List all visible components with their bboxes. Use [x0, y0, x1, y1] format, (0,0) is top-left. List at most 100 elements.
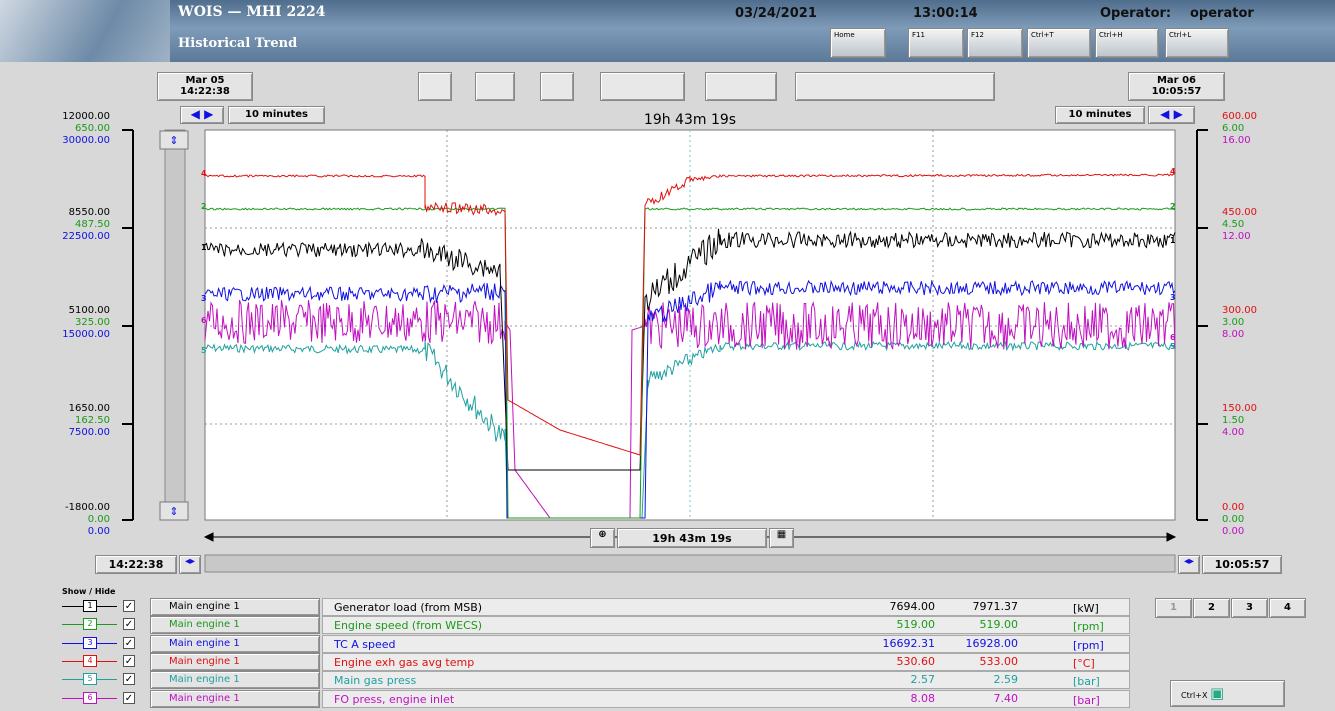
- pen-name: TC A speed: [334, 638, 396, 651]
- right-axis-label: 4.50: [1222, 219, 1244, 230]
- pen-marker: 3: [201, 294, 207, 303]
- right-axis-label: 16.00: [1222, 135, 1251, 146]
- pen-name: Engine speed (from WECS): [334, 619, 482, 632]
- pen-group[interactable]: Main engine 1: [150, 671, 320, 689]
- right-axis-label: 300.00: [1222, 305, 1257, 316]
- pen-value1: 530.60: [840, 655, 935, 668]
- pen-unit: [rpm]: [1073, 620, 1104, 633]
- bottom-start-arrows[interactable]: ◂▸: [179, 555, 201, 574]
- left-axis-label: 0.00: [20, 514, 110, 525]
- right-axis-label: 150.00: [1222, 403, 1257, 414]
- pen-group[interactable]: Main engine 1: [150, 598, 320, 616]
- page-button[interactable]: 4: [1269, 598, 1306, 618]
- left-axis-label: 8550.00: [20, 207, 110, 218]
- pen-unit: [°C]: [1073, 657, 1095, 670]
- scroll-icon: ⇕: [169, 505, 178, 518]
- pen-value2: 533.00: [925, 655, 1018, 668]
- show-checkbox[interactable]: ✓: [123, 618, 135, 630]
- left-axis-label: 325.00: [20, 317, 110, 328]
- right-axis-label: 0.00: [1222, 526, 1244, 537]
- pen-value1: 7694.00: [840, 600, 935, 613]
- pen-marker: 1: [1170, 236, 1176, 245]
- bottom-span: 19h 43m 19s: [617, 528, 767, 548]
- right-axis: [1197, 130, 1208, 520]
- pen-value2: 519.00: [925, 618, 1018, 631]
- pen-marker: 5: [201, 346, 207, 355]
- show-checkbox[interactable]: ✓: [123, 673, 135, 685]
- pen-group[interactable]: Main engine 1: [150, 653, 320, 671]
- bottom-start: 14:22:38: [95, 555, 177, 574]
- pen-value1: 16692.31: [840, 637, 935, 650]
- right-axis-label: 1.50: [1222, 415, 1244, 426]
- right-axis-label: 600.00: [1222, 111, 1257, 122]
- pen-unit: [bar]: [1073, 694, 1100, 707]
- page: WOIS — MHI 2224 Historical Trend 03/24/2…: [0, 0, 1335, 711]
- pen-name: FO press, engine inlet: [334, 693, 454, 706]
- zoom-button[interactable]: ⊕: [590, 528, 615, 548]
- bottom-end-arrows[interactable]: ◂▸: [1178, 555, 1200, 574]
- pen-marker: 2: [201, 202, 207, 211]
- pen-name: Generator load (from MSB): [334, 601, 482, 614]
- right-axis-label: 3.00: [1222, 317, 1244, 328]
- exit-button[interactable]: Ctrl+X ▣: [1170, 680, 1285, 707]
- page-button[interactable]: 3: [1231, 598, 1268, 618]
- pen-value2: 2.59: [925, 673, 1018, 686]
- left-axis-label: 5100.00: [20, 305, 110, 316]
- bottom-end: 10:05:57: [1202, 555, 1282, 574]
- exit-label: Ctrl+X: [1181, 691, 1207, 700]
- show-checkbox[interactable]: ✓: [123, 600, 135, 612]
- pen-name: Main gas press: [334, 674, 416, 687]
- left-axis-label: 650.00: [20, 123, 110, 134]
- pen-marker: 6: [1170, 333, 1176, 342]
- right-axis-label: 0.00: [1222, 502, 1244, 513]
- pen-value2: 7971.37: [925, 600, 1018, 613]
- pen-value1: 2.57: [840, 673, 935, 686]
- pen-value1: 519.00: [840, 618, 935, 631]
- pen-marker: 6: [201, 316, 207, 325]
- left-axis-label: 15000.00: [20, 329, 110, 340]
- right-axis-label: 6.00: [1222, 123, 1244, 134]
- pen-marker: 4: [201, 169, 207, 178]
- pen-marker: 4: [1170, 167, 1176, 176]
- time-scrollbar[interactable]: [205, 555, 1175, 572]
- left-axis-label: 162.50: [20, 415, 110, 426]
- pen-unit: [kW]: [1073, 602, 1099, 615]
- calendar-button[interactable]: ▦: [769, 528, 794, 548]
- left-axis-label: 7500.00: [20, 427, 110, 438]
- pen-unit: [rpm]: [1073, 639, 1104, 652]
- pen-number: 1: [83, 600, 97, 612]
- pen-group[interactable]: Main engine 1: [150, 616, 320, 634]
- left-axis-label: 487.50: [20, 219, 110, 230]
- page-button[interactable]: 2: [1193, 598, 1230, 618]
- left-axis: [122, 130, 133, 520]
- right-axis-label: 450.00: [1222, 207, 1257, 218]
- show-checkbox[interactable]: ✓: [123, 637, 135, 649]
- left-axis-label: 1650.00: [20, 403, 110, 414]
- scrollbar[interactable]: [165, 130, 185, 520]
- show-checkbox[interactable]: ✓: [123, 692, 135, 704]
- right-axis-label: 12.00: [1222, 231, 1251, 242]
- pen-number: 3: [83, 637, 97, 649]
- right-axis-label: 4.00: [1222, 427, 1244, 438]
- right-axis-label: 8.00: [1222, 329, 1244, 340]
- pen-group[interactable]: Main engine 1: [150, 635, 320, 653]
- pen-unit: [bar]: [1073, 675, 1100, 688]
- pen-number: 5: [83, 673, 97, 685]
- page-button[interactable]: 1: [1155, 598, 1192, 618]
- pen-number: 4: [83, 655, 97, 667]
- right-axis-label: 0.00: [1222, 514, 1244, 525]
- left-axis-label: 30000.00: [20, 135, 110, 146]
- left-axis-label: 12000.00: [20, 111, 110, 122]
- pen-number: 6: [83, 692, 97, 704]
- scroll-icon: ⇕: [169, 134, 178, 147]
- pen-marker: 1: [201, 243, 207, 252]
- pen-name: Engine exh gas avg temp: [334, 656, 474, 669]
- pen-number: 2: [83, 618, 97, 630]
- pen-group[interactable]: Main engine 1: [150, 690, 320, 708]
- pen-marker: 3: [1170, 293, 1176, 302]
- pen-marker: 2: [1170, 202, 1176, 211]
- pen-value1: 8.08: [840, 692, 935, 705]
- left-axis-label: 0.00: [20, 526, 110, 537]
- show-hide-label: Show / Hide: [62, 587, 115, 596]
- show-checkbox[interactable]: ✓: [123, 655, 135, 667]
